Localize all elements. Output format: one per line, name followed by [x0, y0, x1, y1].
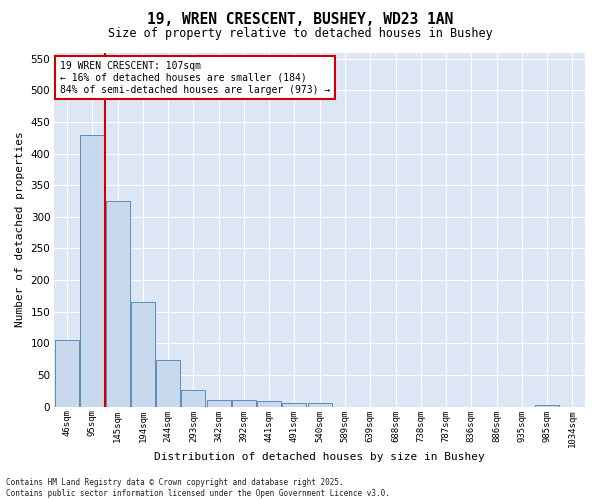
- Bar: [181, 390, 205, 406]
- Bar: [80, 134, 104, 406]
- Bar: [283, 404, 307, 406]
- Text: Contains HM Land Registry data © Crown copyright and database right 2025.
Contai: Contains HM Land Registry data © Crown c…: [6, 478, 390, 498]
- Bar: [106, 201, 130, 406]
- X-axis label: Distribution of detached houses by size in Bushey: Distribution of detached houses by size …: [154, 452, 485, 462]
- Bar: [131, 302, 155, 406]
- Bar: [232, 400, 256, 406]
- Bar: [206, 400, 230, 406]
- Bar: [156, 360, 180, 406]
- Text: 19 WREN CRESCENT: 107sqm
← 16% of detached houses are smaller (184)
84% of semi-: 19 WREN CRESCENT: 107sqm ← 16% of detach…: [60, 62, 330, 94]
- Bar: [308, 404, 332, 406]
- Bar: [535, 404, 559, 406]
- Bar: [257, 402, 281, 406]
- Text: 19, WREN CRESCENT, BUSHEY, WD23 1AN: 19, WREN CRESCENT, BUSHEY, WD23 1AN: [147, 12, 453, 28]
- Text: Size of property relative to detached houses in Bushey: Size of property relative to detached ho…: [107, 28, 493, 40]
- Y-axis label: Number of detached properties: Number of detached properties: [15, 132, 25, 328]
- Bar: [55, 340, 79, 406]
